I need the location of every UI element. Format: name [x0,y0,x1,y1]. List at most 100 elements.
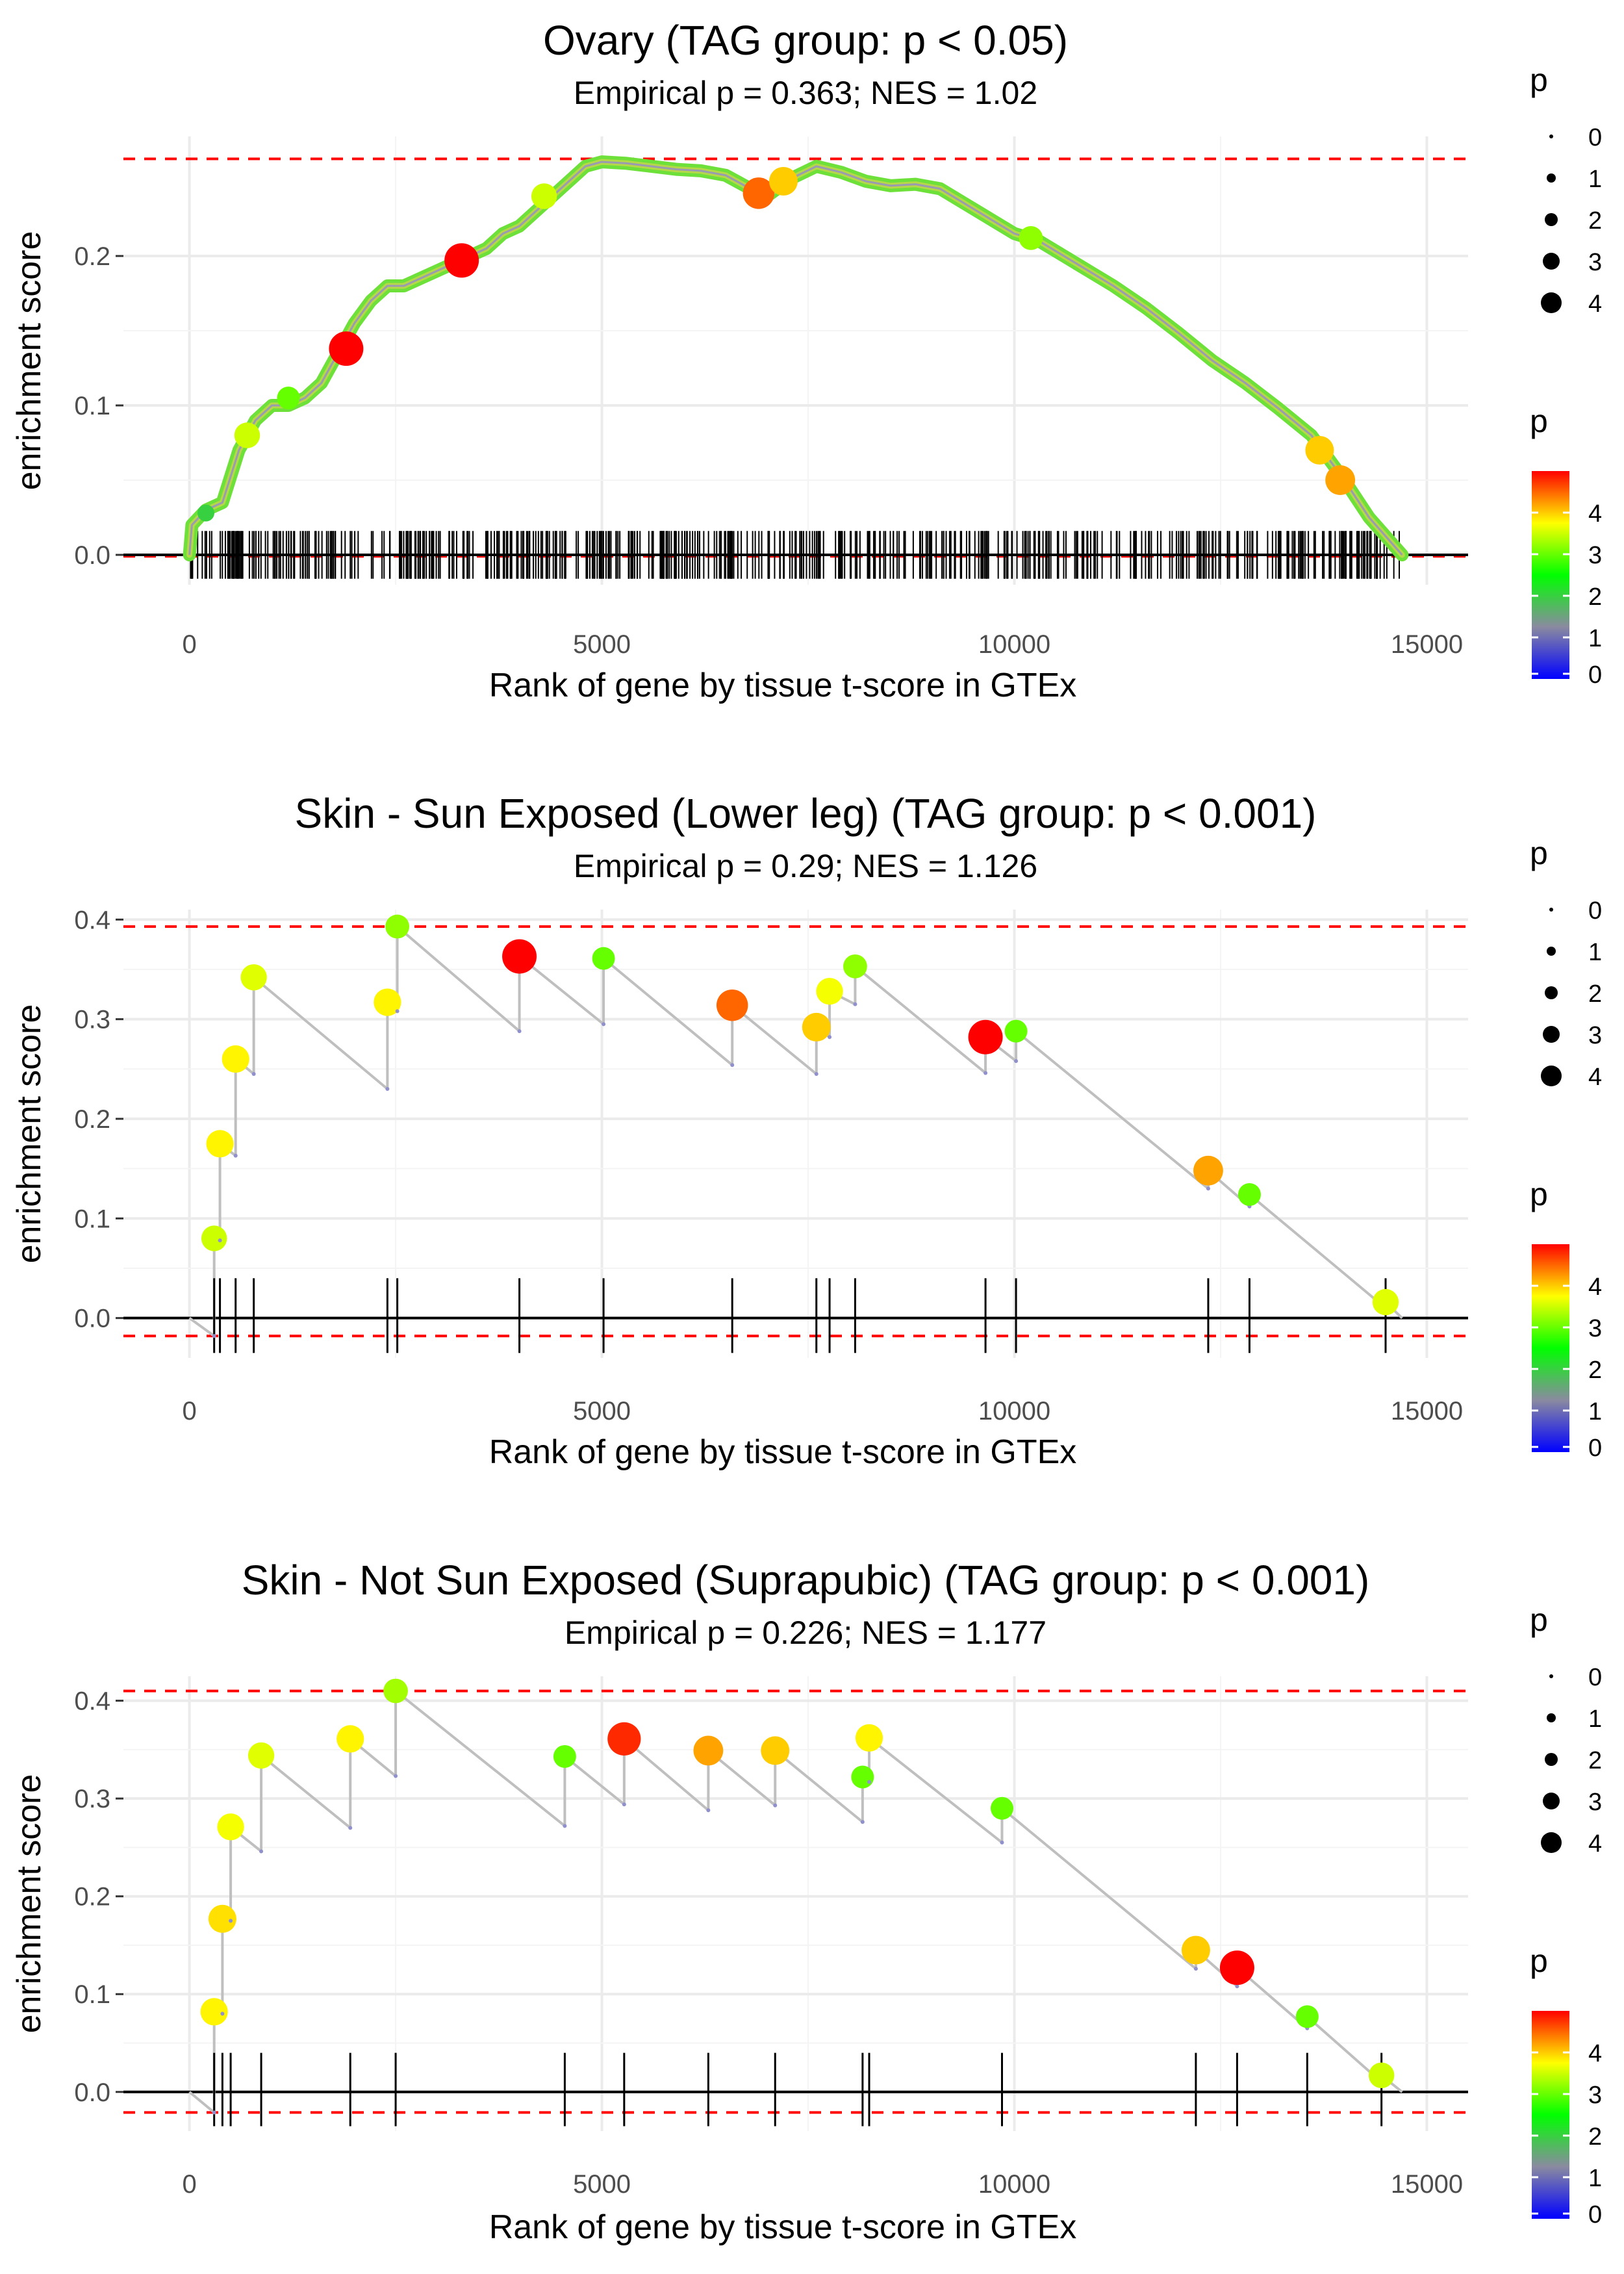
es-valley-point [385,1087,390,1091]
es-point [1305,436,1334,465]
y-tick-label: 0.0 [74,541,110,570]
es-point [1019,226,1043,250]
size-legend-label: 1 [1588,1706,1602,1733]
es-valley-point [706,1808,711,1813]
size-legend-label: 4 [1588,290,1602,318]
es-point [768,167,798,196]
x-tick-label: 5000 [573,2170,631,2199]
y-tick-label: 0.0 [74,2078,110,2107]
y-tick-label: 0.1 [74,1980,110,2009]
es-point [1193,1155,1223,1186]
colorbar-label: 1 [1588,2165,1602,2192]
es-point [802,1012,831,1041]
y-tick-label: 0.2 [74,242,110,271]
size-legend-label: 2 [1588,207,1602,235]
colorbar-label: 3 [1588,1315,1602,1342]
es-point [200,1998,228,2026]
size-legend-dot [1541,1832,1562,1853]
es-point [336,1725,364,1753]
colorbar-label: 0 [1588,661,1602,689]
x-tick-label: 15000 [1391,2170,1463,2199]
es-point [383,1678,408,1704]
es-point [855,1724,883,1752]
size-legend-title: p [1530,835,1548,871]
es-point [240,964,267,991]
y-axis-label: enrichment score [10,231,48,491]
es-valley-point [1193,1967,1198,1971]
es-valley-point [394,1774,398,1778]
x-axis-label: Rank of gene by tissue t-score in GTEx [489,2208,1077,2246]
x-tick-label: 5000 [573,630,631,659]
size-legend: p 0 1 2 3 4 [1530,1602,1602,1858]
colorbar [1532,471,1569,679]
es-point [816,978,843,1005]
size-legend-dot [1543,1026,1560,1043]
size-legend: p 0 1 2 3 4 [1530,835,1602,1091]
es-valley-point [1206,1186,1210,1191]
es-curve-line [188,160,1403,556]
size-legend-dot [1543,253,1560,270]
size-legend-dot [1545,986,1558,999]
hit-ticks [213,1278,1387,1353]
es-point [1219,1950,1254,1986]
es-point [531,183,557,209]
colorbar-label: 2 [1588,583,1602,611]
es-point [247,1742,275,1769]
chart-title: Skin - Not Sun Exposed (Suprapubic) (TAG… [242,1557,1370,1603]
gridlines [123,910,1468,1358]
es-point [843,954,867,978]
size-legend-label: 1 [1588,939,1602,966]
es-point [206,1130,234,1158]
colorbar-label: 4 [1588,500,1602,528]
es-valley-point [814,1072,818,1076]
es-point [217,1813,244,1841]
colorbar [1532,2011,1569,2219]
size-legend-label: 0 [1588,124,1602,151]
chart-subtitle: Empirical p = 0.29; NES = 1.126 [574,848,1037,884]
panel-1: Ovary (TAG group: p < 0.05) Empirical p =… [10,17,1602,704]
x-tick-label: 10000 [978,2170,1050,2199]
colorbar-label: 2 [1588,1357,1602,1384]
es-valley-point [622,1802,626,1807]
x-axis-label: Rank of gene by tissue t-score in GTEx [489,1433,1077,1471]
es-point [1295,2005,1319,2028]
es-valley-point [233,1153,238,1158]
x-tick-label: 10000 [978,1397,1050,1425]
size-legend-label: 3 [1588,1789,1602,1816]
es-points [200,1678,1395,2115]
colorbar-label: 1 [1588,1398,1602,1425]
hit-ticks [213,2052,1383,2127]
es-valley-point [1000,1840,1004,1845]
size-legend-dot [1549,1674,1553,1678]
es-valley-point [983,1071,988,1075]
x-tick-label: 5000 [573,1397,631,1425]
size-legend-label: 3 [1588,249,1602,276]
es-point [1368,2062,1395,2088]
colorbar-label: 3 [1588,2082,1602,2109]
size-legend-dot [1545,213,1558,226]
colorbar-label: 0 [1588,2201,1602,2229]
size-legend-title: p [1530,1602,1548,1638]
es-valley-point [229,1919,233,1923]
size-legend: p 0 1 2 3 4 [1530,62,1602,318]
size-legend-label: 1 [1588,166,1602,193]
size-legend-label: 0 [1588,1664,1602,1691]
es-point [197,504,214,522]
y-tick-label: 0.3 [74,1006,110,1034]
es-point [742,177,775,209]
y-tick-label: 0.1 [74,392,110,420]
size-legend-title: p [1530,62,1548,98]
x-tick-label: 0 [182,2170,196,2199]
x-axis-label: Rank of gene by tissue t-score in GTEx [489,667,1077,704]
es-point [716,989,748,1021]
es-point [1372,1288,1399,1316]
es-valley-point [602,1022,606,1027]
es-point [208,1904,236,1933]
es-valley-point [853,1002,857,1006]
size-legend-dot [1549,908,1553,912]
es-curve [188,925,1403,1338]
es-valley-point [212,1334,216,1338]
es-point [374,988,401,1016]
size-legend-dot [1541,292,1562,313]
y-axis-label: enrichment score [10,1774,48,2034]
